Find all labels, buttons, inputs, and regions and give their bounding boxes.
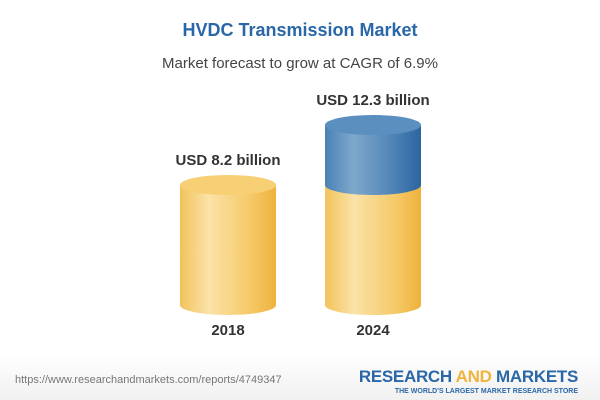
logo-text-and: AND xyxy=(455,367,492,386)
data-label: USD 12.3 billion xyxy=(316,92,429,109)
bar-2018-base xyxy=(180,185,276,315)
bar-2024-base xyxy=(325,185,421,315)
data-label: USD 8.2 billion xyxy=(175,152,280,169)
footer xyxy=(0,352,600,400)
chart-title: HVDC Transmission Market xyxy=(182,20,417,40)
x-tick-label: 2018 xyxy=(211,322,244,339)
x-tick-label: 2024 xyxy=(356,322,390,339)
chart-subtitle: Market forecast to grow at CAGR of 6.9% xyxy=(162,55,438,72)
logo-text: MARKETS xyxy=(491,367,578,386)
bar-2024-growth xyxy=(325,125,421,195)
chart: HVDC Transmission Market Market forecast… xyxy=(162,20,438,339)
research-and-markets-logo: RESEARCH AND MARKETS THE WORLD'S LARGEST… xyxy=(358,367,578,396)
bar-top-cap xyxy=(180,175,276,195)
logo-tagline: THE WORLD'S LARGEST MARKET RESEARCH STOR… xyxy=(394,388,578,395)
bar-top-cap xyxy=(325,115,421,135)
source-url[interactable]: https://www.researchandmarkets.com/repor… xyxy=(15,374,282,386)
logo-text: RESEARCH xyxy=(358,367,456,386)
